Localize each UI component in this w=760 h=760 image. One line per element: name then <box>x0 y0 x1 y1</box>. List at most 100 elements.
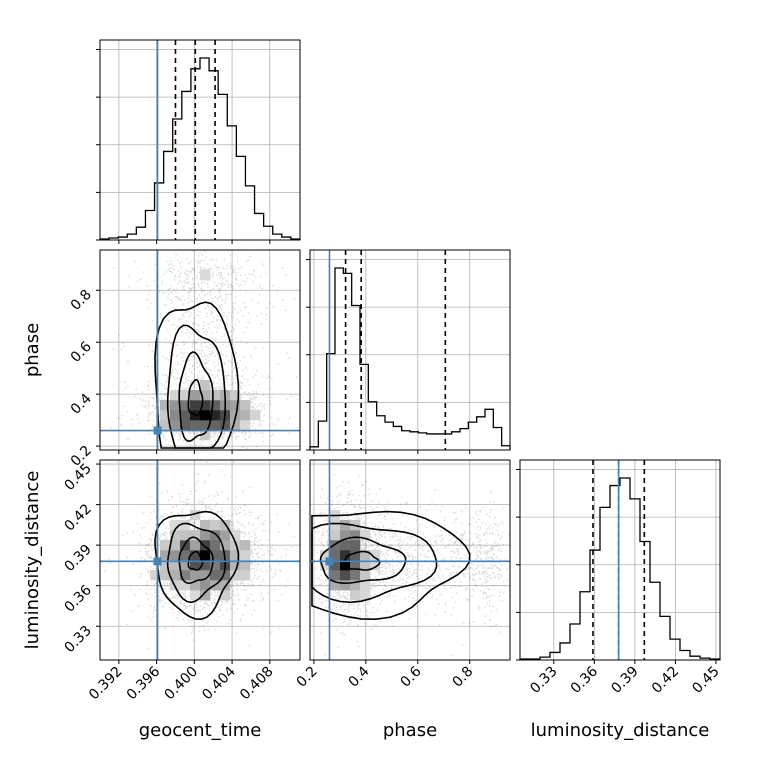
density-cell <box>190 540 201 551</box>
density-cell <box>200 380 211 391</box>
histogram-luminosity_distance <box>519 477 721 660</box>
density-cell <box>230 390 241 401</box>
density-cell <box>180 580 191 591</box>
density-cell <box>220 420 231 431</box>
density-cell <box>240 560 251 571</box>
density-cell <box>240 570 251 581</box>
density-cell <box>200 540 211 551</box>
density-cell <box>350 560 361 571</box>
density-cell <box>190 550 201 561</box>
density-cell <box>170 520 181 531</box>
density-cell <box>350 550 361 561</box>
density-cell <box>160 560 171 571</box>
density-cell <box>210 560 221 571</box>
density-cell <box>200 550 211 561</box>
density-cell <box>370 550 381 561</box>
histogram-geocent_time <box>99 57 301 240</box>
panel-frame <box>309 249 511 451</box>
density-cell <box>210 570 221 581</box>
density-cell <box>160 420 171 431</box>
density-cell <box>330 520 341 531</box>
density-cell <box>230 400 241 411</box>
density-cell <box>370 560 381 571</box>
density-cell <box>220 580 231 591</box>
density-cell <box>180 390 191 401</box>
density-cell <box>210 550 221 561</box>
density-cell <box>210 540 221 551</box>
density-cell <box>240 420 251 431</box>
density-cell <box>190 420 201 431</box>
contour-line <box>187 378 204 417</box>
density-cell <box>330 580 341 591</box>
density-cell <box>330 560 341 571</box>
density-cell <box>180 410 191 421</box>
panel-frame <box>99 459 301 661</box>
density-cell <box>240 400 251 411</box>
density-cell <box>210 420 221 431</box>
density-cell <box>340 520 351 531</box>
density-cell <box>360 580 371 591</box>
density-cell <box>340 550 351 561</box>
density-cell <box>170 540 181 551</box>
density-cell <box>180 570 191 581</box>
density-cell <box>360 530 371 541</box>
density-cell <box>190 530 201 541</box>
density-cell <box>200 560 211 571</box>
density-cell <box>200 580 211 591</box>
density-cell <box>200 400 211 411</box>
density-cell <box>230 530 241 541</box>
density-cell <box>210 410 221 421</box>
x-axis-label-luminosity-distance: luminosity_distance <box>531 720 710 741</box>
density-cell <box>160 550 171 561</box>
panel-frame <box>309 459 511 661</box>
scatter-points <box>110 250 299 451</box>
density-cell <box>360 590 371 601</box>
density-cell <box>240 410 251 421</box>
density-cell <box>160 410 171 421</box>
density-cell <box>350 540 361 551</box>
frames-layer <box>99 39 721 661</box>
density-cell <box>320 560 331 571</box>
density-cell <box>190 510 201 521</box>
density-cell <box>190 580 201 591</box>
y-axis-label-luminosity-distance: luminosity_distance <box>22 471 43 650</box>
density-cell <box>160 400 171 411</box>
density-cell <box>190 590 201 601</box>
x-axis-label-phase: phase <box>383 720 437 741</box>
density-cell <box>170 390 181 401</box>
histogram-phase <box>309 267 511 450</box>
density-cell <box>350 570 361 581</box>
density-cell <box>200 590 211 601</box>
density-cell <box>350 530 361 541</box>
density-cell <box>200 430 211 441</box>
density-cell <box>320 550 331 561</box>
density-cell <box>160 570 171 581</box>
density-cell <box>170 420 181 431</box>
density-cell <box>240 540 251 551</box>
density-cell <box>190 560 201 571</box>
density-cell <box>240 550 251 561</box>
density-cell <box>150 570 161 581</box>
density-cell <box>170 560 181 571</box>
density-cell <box>190 390 201 401</box>
density-cell <box>200 530 211 541</box>
scatter-points <box>104 461 295 661</box>
density-cell <box>340 560 351 571</box>
density-cell <box>170 570 181 581</box>
density-cell <box>190 400 201 411</box>
density-cell <box>330 570 341 581</box>
density-cell <box>340 540 351 551</box>
density-cell <box>330 550 341 561</box>
density-cell <box>200 390 211 401</box>
density-cell <box>350 580 361 591</box>
density-cell <box>170 530 181 541</box>
density-cell <box>250 410 261 421</box>
panel-frame <box>99 249 301 451</box>
truth-marker <box>153 557 162 566</box>
density-cell <box>200 410 211 421</box>
marks-layer <box>99 40 721 660</box>
density-cell <box>210 530 221 541</box>
density-cell <box>340 530 351 541</box>
density-cell <box>230 570 241 581</box>
